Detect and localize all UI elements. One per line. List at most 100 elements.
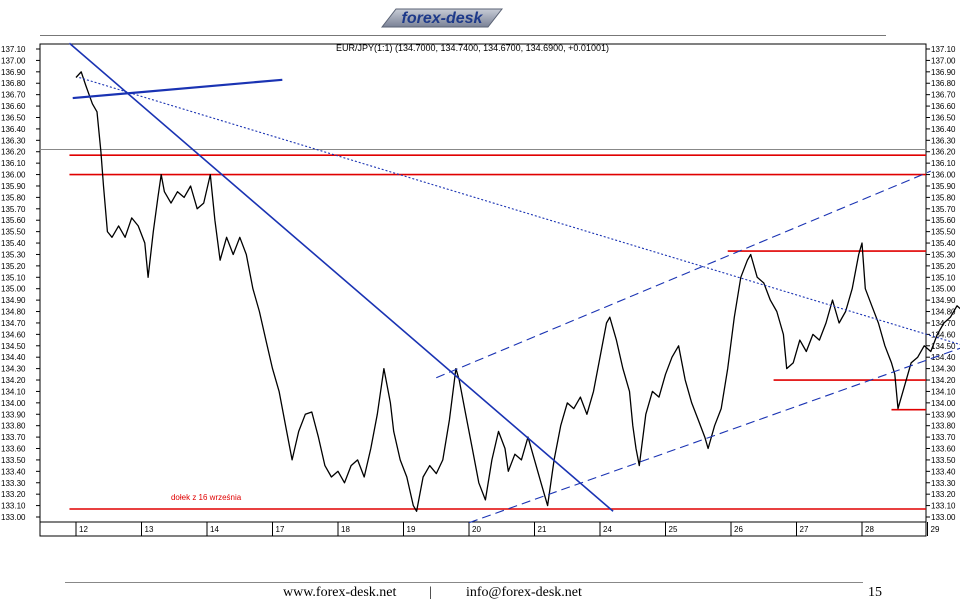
y-tick-label-right: 134.00 <box>931 399 956 408</box>
y-tick-label-left: 133.30 <box>1 479 26 488</box>
y-tick-label-left: 133.70 <box>1 433 26 442</box>
y-tick-label-left: 136.60 <box>1 102 26 111</box>
y-tick-label-right: 133.30 <box>931 479 956 488</box>
y-tick-label-right: 134.80 <box>931 308 956 317</box>
y-tick-label-right: 137.00 <box>931 56 956 65</box>
y-tick-label-right: 134.90 <box>931 296 956 305</box>
y-tick-label-right: 135.90 <box>931 182 956 191</box>
trendline <box>436 170 931 379</box>
x-tick-label: 14 <box>210 525 219 534</box>
y-tick-label-right: 136.70 <box>931 91 956 100</box>
y-tick-label-right: 133.90 <box>931 410 956 419</box>
footer-website[interactable]: www.forex-desk.net <box>283 585 397 600</box>
y-tick-label-left: 135.60 <box>1 216 26 225</box>
y-tick-label-right: 135.00 <box>931 285 956 294</box>
y-tick-label-right: 133.10 <box>931 502 956 511</box>
x-tick-label: 17 <box>276 525 285 534</box>
x-tick-label: 25 <box>669 525 678 534</box>
footer-separator: | <box>429 585 432 600</box>
x-tick-label: 13 <box>145 525 154 534</box>
y-tick-label-right: 136.40 <box>931 125 956 134</box>
y-tick-label-left: 134.20 <box>1 376 26 385</box>
y-tick-label-left: 135.10 <box>1 273 26 282</box>
y-tick-label-right: 133.60 <box>931 445 956 454</box>
y-tick-label-right: 135.10 <box>931 273 956 282</box>
y-tick-label-right: 133.70 <box>931 433 956 442</box>
y-tick-label-right: 136.60 <box>931 102 956 111</box>
y-tick-label-left: 136.00 <box>1 171 26 180</box>
x-tick-label: 27 <box>800 525 809 534</box>
y-tick-label-left: 135.80 <box>1 193 26 202</box>
header-divider <box>40 35 886 36</box>
footer-divider <box>65 582 863 583</box>
x-tick-label: 28 <box>865 525 874 534</box>
logo-text: forex-desk <box>402 10 484 27</box>
y-tick-label-left: 134.30 <box>1 365 26 374</box>
y-tick-label-right: 134.60 <box>931 330 956 339</box>
y-tick-label-right: 135.60 <box>931 216 956 225</box>
page-number: 15 <box>868 585 882 600</box>
price-series-line <box>75 71 960 512</box>
y-tick-label-left: 133.80 <box>1 422 26 431</box>
y-tick-label-right: 135.40 <box>931 239 956 248</box>
y-tick-label-right: 133.40 <box>931 467 956 476</box>
y-tick-label-left: 135.50 <box>1 228 26 237</box>
y-tick-label-left: 134.60 <box>1 330 26 339</box>
footer-email[interactable]: info@forex-desk.net <box>466 585 582 600</box>
y-tick-label-right: 136.90 <box>931 68 956 77</box>
y-tick-label-left: 135.20 <box>1 262 26 271</box>
y-tick-label-left: 134.50 <box>1 342 26 351</box>
x-tick-label: 12 <box>79 525 88 534</box>
y-tick-label-left: 134.00 <box>1 399 26 408</box>
trendline <box>68 42 614 512</box>
y-tick-label-left: 134.80 <box>1 308 26 317</box>
y-tick-label-left: 136.30 <box>1 136 26 145</box>
chart-annotation: dołek z 16 września <box>171 493 242 502</box>
y-tick-label-left: 135.70 <box>1 205 26 214</box>
x-tick-label: 26 <box>734 525 743 534</box>
y-tick-label-right: 134.50 <box>931 342 956 351</box>
forex-desk-logo: forex-desk <box>380 8 504 28</box>
plot-frame <box>39 43 927 537</box>
chart-title: EUR/JPY(1:1) (134.7000, 134.7400, 134.67… <box>336 43 609 53</box>
y-tick-label-right: 137.10 <box>931 45 956 54</box>
trendline <box>79 77 960 346</box>
y-tick-label-right: 135.30 <box>931 250 956 259</box>
y-tick-label-left: 134.10 <box>1 387 26 396</box>
y-tick-label-left: 137.10 <box>1 45 26 54</box>
y-tick-label-right: 134.30 <box>931 365 956 374</box>
y-tick-label-left: 137.00 <box>1 56 26 65</box>
y-tick-label-left: 136.50 <box>1 113 26 122</box>
forex-chart: 137.10 137.10 137.00 137.00 136.90 136.90 136.… <box>1 42 960 537</box>
y-tick-label-left: 133.60 <box>1 445 26 454</box>
y-tick-label-left: 135.40 <box>1 239 26 248</box>
y-tick-label-right: 134.10 <box>931 387 956 396</box>
y-tick-label-right: 136.10 <box>931 159 956 168</box>
y-tick-label-right: 135.80 <box>931 193 956 202</box>
y-tick-label-right: 136.50 <box>931 113 956 122</box>
y-tick-label-right: 133.00 <box>931 513 956 522</box>
y-tick-label-left: 135.00 <box>1 285 26 294</box>
y-tick-label-right: 133.80 <box>931 422 956 431</box>
y-tick-label-right: 136.20 <box>931 148 956 157</box>
y-tick-label-left: 134.40 <box>1 353 26 362</box>
x-tick-label: 19 <box>407 525 416 534</box>
y-tick-label-left: 133.10 <box>1 502 26 511</box>
y-tick-label-right: 135.20 <box>931 262 956 271</box>
x-tick-label: 24 <box>603 525 612 534</box>
x-tick-label: 29 <box>931 525 940 534</box>
y-tick-label-right: 136.30 <box>931 136 956 145</box>
y-tick-label-left: 135.30 <box>1 250 26 259</box>
y-tick-label-right: 134.20 <box>931 376 956 385</box>
x-tick-label: 20 <box>472 525 481 534</box>
y-tick-label-left: 133.90 <box>1 410 26 419</box>
y-tick-label-left: 133.40 <box>1 467 26 476</box>
y-tick-label-left: 133.50 <box>1 456 26 465</box>
y-tick-label-left: 134.70 <box>1 319 26 328</box>
y-tick-label-left: 136.40 <box>1 125 26 134</box>
y-tick-label-right: 135.70 <box>931 205 956 214</box>
y-tick-label-right: 136.80 <box>931 79 956 88</box>
trendline <box>72 78 283 100</box>
y-tick-label-left: 133.20 <box>1 490 26 499</box>
trendline <box>468 347 960 524</box>
